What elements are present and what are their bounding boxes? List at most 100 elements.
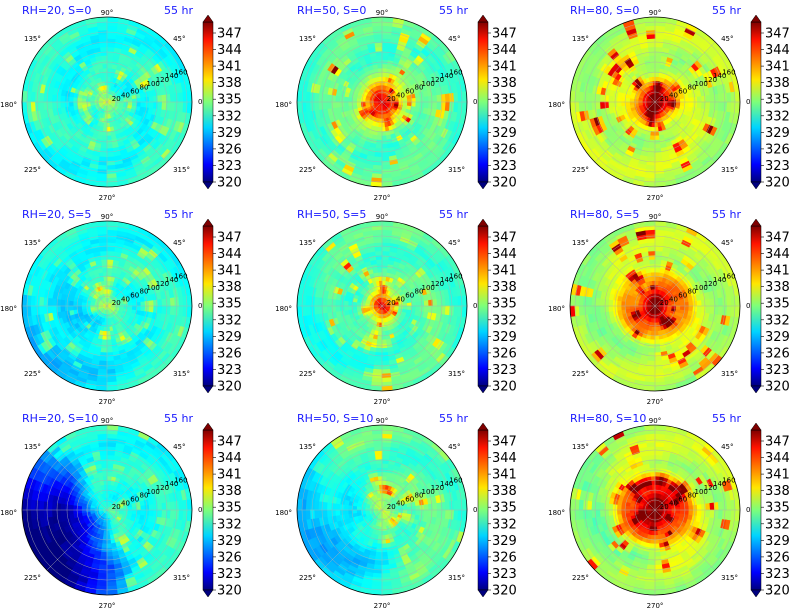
- colorbar-tick-label: 344: [765, 247, 790, 262]
- angle-tick-label: 225°: [572, 574, 589, 582]
- colorbar-tick-label: 341: [492, 264, 517, 279]
- radial-tick-label: 100: [695, 488, 708, 496]
- radial-tick-label: 40: [669, 499, 678, 507]
- angle-tick-label: 315°: [448, 166, 465, 174]
- colorbar-tick-label: 344: [217, 43, 242, 58]
- colorbar-tick-label: 335: [217, 297, 242, 312]
- colorbar-tick-label: 344: [492, 43, 517, 58]
- angle-tick-label: 180°: [0, 101, 17, 109]
- colorbar-extend-min: [477, 385, 489, 394]
- radial-tick-label: 120: [431, 484, 444, 492]
- panel-time-label: 55 hr: [439, 208, 468, 221]
- colorbar-tick-label: 347: [492, 435, 517, 450]
- angle-tick-label: 90°: [376, 417, 388, 425]
- angle-tick-label: 45°: [173, 239, 185, 247]
- angle-tick-label: 180°: [548, 509, 565, 517]
- colorbar-tick-label: 332: [217, 313, 242, 328]
- colorbar-tick-label: 338: [765, 280, 790, 295]
- angle-tick-label: 45°: [173, 35, 185, 43]
- angle-tick-label: 225°: [24, 574, 41, 582]
- radial-tick-label: 120: [704, 280, 717, 288]
- radial-tick-label: 40: [121, 499, 130, 507]
- field-7: [22, 425, 192, 595]
- radial-tick-label: 80: [140, 492, 149, 500]
- colorbar-extend-min: [750, 181, 762, 190]
- polar-grid-7: [22, 425, 192, 595]
- angle-tick-label: 315°: [448, 370, 465, 378]
- angle-tick-label: 90°: [101, 9, 113, 17]
- colorbar-extend-min: [202, 181, 214, 190]
- radial-tick-label: 20: [387, 299, 396, 307]
- colorbar-tick-label: 326: [765, 142, 790, 157]
- colorbar-tick-label: 332: [492, 109, 517, 124]
- colorbar-tick-label: 326: [217, 346, 242, 361]
- radial-tick-label: 40: [121, 295, 130, 303]
- colorbar-tick-label: 347: [217, 435, 242, 450]
- angle-tick-label: 270°: [647, 602, 664, 610]
- angle-tick-label: 225°: [572, 370, 589, 378]
- radial-tick-label: 60: [405, 88, 414, 96]
- radial-tick-label: 120: [704, 484, 717, 492]
- angle-tick-label: 225°: [299, 370, 316, 378]
- radial-tick-label: 20: [660, 503, 669, 511]
- radial-tick-label: 20: [660, 95, 669, 103]
- radial-tick-label: 100: [147, 284, 160, 292]
- radial-tick-label: 140: [440, 276, 453, 284]
- colorbar-extend-min: [750, 385, 762, 394]
- colorbar-tick-label: 338: [492, 280, 517, 295]
- angle-tick-label: 225°: [24, 370, 41, 378]
- angle-tick-label: 0°: [198, 302, 206, 310]
- colorbar-tick-label: 341: [492, 468, 517, 483]
- polar-grid-8: [297, 425, 467, 595]
- angle-tick-label: 90°: [376, 213, 388, 221]
- angle-tick-label: 0°: [746, 302, 754, 310]
- radial-tick-label: 80: [140, 84, 149, 92]
- panel-title: RH=80, S=5: [570, 208, 639, 221]
- angle-tick-label: 90°: [649, 213, 661, 221]
- colorbar-tick-label: 329: [765, 126, 790, 141]
- angle-tick-label: 135°: [24, 239, 41, 247]
- panel-time-label: 55 hr: [439, 4, 468, 17]
- radial-tick-label: 140: [165, 276, 178, 284]
- radial-tick-label: 80: [415, 84, 424, 92]
- angle-tick-label: 45°: [721, 35, 733, 43]
- colorbar-tick-label: 323: [765, 363, 790, 378]
- radial-tick-label: 140: [713, 72, 726, 80]
- radial-tick-label: 100: [422, 80, 435, 88]
- radial-tick-label: 20: [387, 95, 396, 103]
- colorbar-tick-label: 326: [492, 346, 517, 361]
- polar-grid-1: [22, 17, 192, 187]
- radial-tick-label: 120: [704, 76, 717, 84]
- panel-time-label: 55 hr: [164, 208, 193, 221]
- radial-tick-label: 40: [396, 499, 405, 507]
- radial-tick-label: 160: [449, 476, 462, 484]
- colorbar-extend-max: [477, 14, 489, 23]
- angle-tick-label: 180°: [0, 509, 17, 517]
- radial-tick-label: 80: [140, 288, 149, 296]
- angle-tick-label: 90°: [649, 9, 661, 17]
- panel-time-label: 55 hr: [439, 412, 468, 425]
- field-4: [22, 221, 192, 391]
- polar-grid-2: [297, 17, 467, 187]
- radial-tick-label: 140: [440, 72, 453, 80]
- angle-tick-label: 315°: [721, 166, 738, 174]
- colorbar-tick-label: 335: [492, 297, 517, 312]
- radial-tick-label: 140: [165, 480, 178, 488]
- colorbar-tick-label: 320: [765, 584, 790, 599]
- colorbar-tick-label: 347: [492, 231, 517, 246]
- panel-time-label: 55 hr: [164, 412, 193, 425]
- angle-tick-label: 45°: [721, 443, 733, 451]
- radial-tick-label: 60: [678, 496, 687, 504]
- colorbar-tick-label: 323: [765, 567, 790, 582]
- angle-tick-label: 270°: [374, 602, 391, 610]
- radial-tick-label: 40: [396, 91, 405, 99]
- colorbar-tick-label: 323: [492, 567, 517, 582]
- radial-tick-label: 120: [431, 280, 444, 288]
- colorbar-tick-label: 338: [765, 484, 790, 499]
- colorbar-extend-min: [750, 589, 762, 598]
- angle-tick-label: 270°: [99, 194, 116, 202]
